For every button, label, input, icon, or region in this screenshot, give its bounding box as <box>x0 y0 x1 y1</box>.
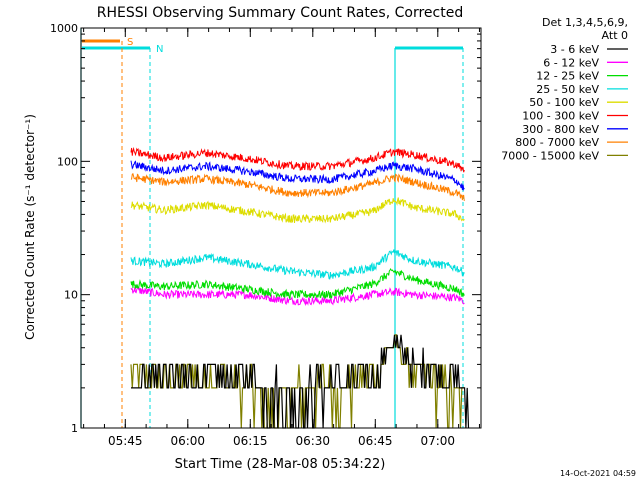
y-tick-label: 10 <box>64 289 78 302</box>
legend-label: 800 - 7000 keV <box>515 136 599 149</box>
legend-label: 7000 - 15000 keV <box>501 149 599 162</box>
series-line-25-50-kev <box>130 248 465 280</box>
legend-label: 12 - 25 keV <box>536 70 599 83</box>
footer-timestamp: 14-Oct-2021 04:59 <box>560 469 636 478</box>
y-tick-label: 1 <box>71 422 78 435</box>
x-tick-label: 07:00 <box>420 434 455 448</box>
x-axis-label: Start Time (28-Mar-08 05:34:22) <box>175 457 386 472</box>
legend-attenuator: Att 0 <box>602 29 628 42</box>
series-layer <box>130 146 470 429</box>
n-state-label: N <box>156 44 163 55</box>
plot-frame <box>80 27 482 429</box>
legend-label: 25 - 50 keV <box>536 83 599 96</box>
y-tick-label: 100 <box>57 155 78 168</box>
legend-label: 100 - 300 keV <box>522 110 599 123</box>
series-line-100-300-kev <box>130 146 465 173</box>
series-line-300-800-kev <box>130 160 465 191</box>
chart-title: RHESSI Observing Summary Count Rates, Co… <box>97 5 463 21</box>
legend-label: 50 - 100 keV <box>529 96 599 109</box>
s-state-label: S <box>127 37 133 48</box>
axes: 1 10 100 1000 05:45 06:00 06:15 06:30 06:45 07:00 <box>50 22 482 448</box>
legend-label: 3 - 6 keV <box>550 43 599 56</box>
legend-label: 300 - 800 keV <box>522 123 599 136</box>
x-tick-label: 06:00 <box>170 434 205 448</box>
series-line-3-6-kev <box>131 334 470 429</box>
series-line-50-100-kev <box>130 197 465 224</box>
series-line-12-25-kev <box>130 268 465 300</box>
y-tick-label: 1000 <box>50 22 78 35</box>
x-tick-label: 06:15 <box>233 434 268 448</box>
x-tick-label: 05:45 <box>108 434 143 448</box>
legend-detectors: Det 1,3,4,5,6,9, <box>542 16 628 29</box>
y-axis-label: Corrected Count Rate (s⁻¹ detector⁻¹) <box>23 114 37 340</box>
legend-label: 6 - 12 keV <box>543 56 599 69</box>
x-tick-label: 06:45 <box>358 434 393 448</box>
series-line-800-7000-kev <box>130 172 465 201</box>
x-tick-label: 06:30 <box>295 434 330 448</box>
series-line-6-12-kev <box>130 286 465 307</box>
